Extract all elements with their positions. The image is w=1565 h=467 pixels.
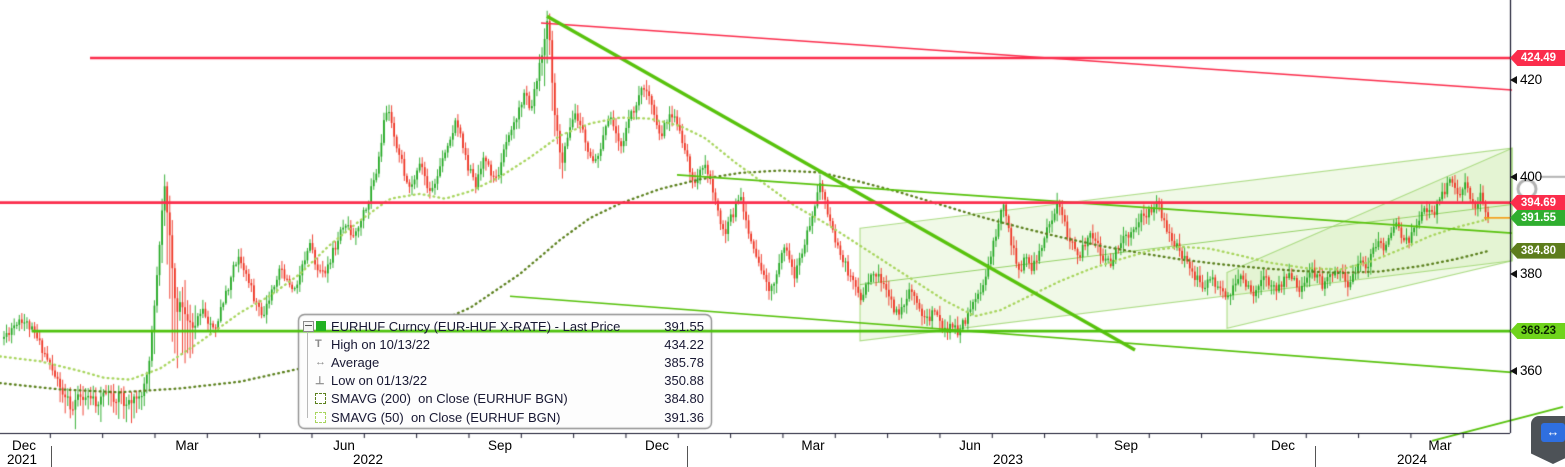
legend-label: SMAVG (200) on Close (EURHUF BGN) <box>331 391 568 407</box>
legend-value: 434.22 <box>664 336 704 352</box>
collapse-box-icon[interactable] <box>303 320 314 332</box>
x-axis-month-label: Mar <box>801 438 825 453</box>
price-badge-391.55: 391.55 <box>1510 209 1565 226</box>
x-axis-month-label: Dec <box>644 438 670 453</box>
legend-label: High on 10/13/22 <box>331 336 431 352</box>
x-axis-month-label: Sep <box>487 438 513 453</box>
y-axis-tick: 420 <box>1510 72 1542 87</box>
y-axis-tick: 400 <box>1510 169 1542 184</box>
legend-value: 391.55 <box>664 318 704 334</box>
y-axis-tick: 380 <box>1510 266 1542 281</box>
legend-row: ↔ Average 385.78 <box>298 353 712 371</box>
year-separator <box>687 446 688 467</box>
x-axis-year-label: 2022 <box>352 452 384 467</box>
x-axis-month-label: Mar <box>175 438 199 453</box>
price-badge-384.80: 384.80 <box>1510 242 1565 259</box>
legend-row: T High on 10/13/22 434.22 <box>298 335 712 353</box>
legend-tree-line <box>307 326 308 418</box>
price-badge-424.49: 424.49 <box>1510 50 1565 66</box>
legend-label: SMAVG (50) on Close (EURHUF BGN) <box>331 409 561 425</box>
x-axis-month-label: Dec <box>1270 438 1296 453</box>
legend-row: ⊥ Low on 01/13/22 350.88 <box>298 372 712 390</box>
y-axis-tick: 360 <box>1510 363 1542 378</box>
legend-row: EURHUF Curncy (EUR-HUF X-RATE) - Last Pr… <box>298 317 712 335</box>
smavg200-swatch-icon <box>315 393 326 405</box>
tick-arrow-icon <box>1510 366 1517 375</box>
smavg50-swatch-icon <box>315 411 326 423</box>
x-axis-month-label: Jun <box>333 438 355 453</box>
x-axis-year-label: 2021 <box>6 452 38 467</box>
low-marker-icon: ⊥ <box>315 374 325 387</box>
price-badge-394.69: 394.69 <box>1510 194 1565 211</box>
x-axis-month-label: Dec <box>11 438 37 453</box>
double-arrow-icon: ↔ <box>1541 423 1565 442</box>
high-marker-icon: T <box>315 338 322 351</box>
x-axis-year-label: 2023 <box>992 452 1024 467</box>
legend-label: Average <box>331 354 380 370</box>
legend-value: 391.36 <box>664 409 704 425</box>
x-axis-month-label: Sep <box>1113 438 1139 453</box>
x-axis-year-label: 2024 <box>1396 452 1428 467</box>
series-swatch-icon <box>316 321 326 332</box>
price-badge-368.23: 368.23 <box>1510 323 1565 340</box>
legend-value: 350.88 <box>664 373 704 389</box>
legend-value: 385.78 <box>664 354 704 370</box>
tick-arrow-icon <box>1510 75 1517 84</box>
remote-control-app-icon[interactable]: ↔ <box>1531 416 1565 464</box>
legend-label: EURHUF Curncy (EUR-HUF X-RATE) - Last Pr… <box>331 318 621 334</box>
legend-value: 384.80 <box>664 391 704 407</box>
tick-arrow-icon <box>1510 269 1517 278</box>
legend-row: SMAVG (50) on Close (EURHUF BGN) 391.36 <box>298 408 712 426</box>
average-marker-icon: ↔ <box>315 356 326 369</box>
tick-arrow-icon <box>1510 172 1517 181</box>
legend-label: Low on 01/13/22 <box>331 373 428 389</box>
x-axis-month-label: Jun <box>959 438 981 453</box>
x-axis-month-label: Mar <box>1428 438 1452 453</box>
legend-row: SMAVG (200) on Close (EURHUF BGN) 384.80 <box>298 390 712 408</box>
year-separator <box>51 446 52 467</box>
year-separator <box>1315 446 1316 467</box>
chart-legend[interactable]: EURHUF Curncy (EUR-HUF X-RATE) - Last Pr… <box>298 314 712 429</box>
